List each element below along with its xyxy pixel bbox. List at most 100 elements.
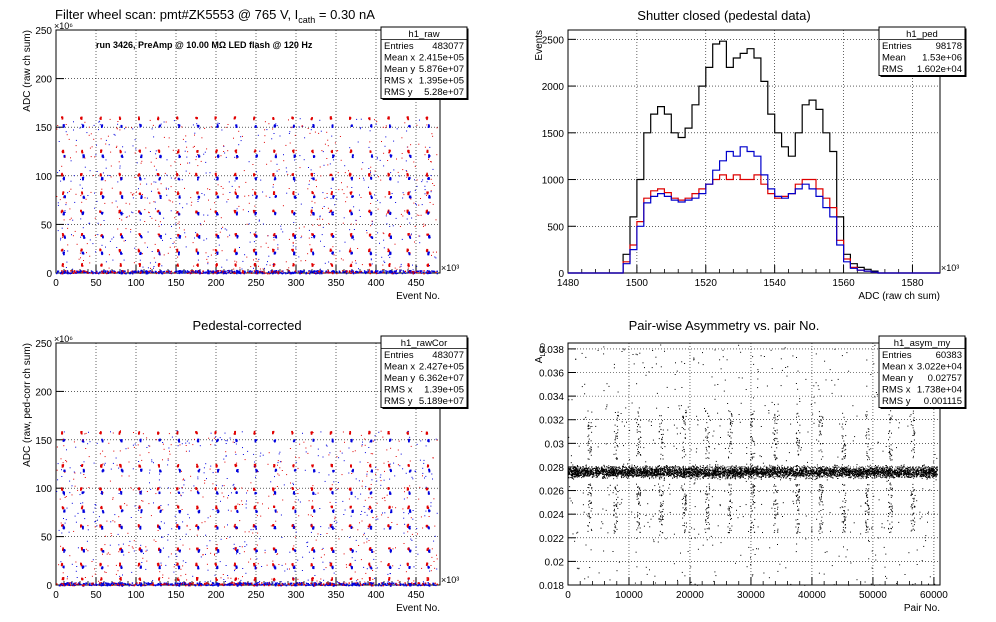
scatter-point bbox=[140, 162, 142, 164]
scatter-point bbox=[284, 272, 286, 274]
scatter-point bbox=[80, 524, 82, 527]
scatter-point bbox=[389, 124, 391, 127]
scatter-point bbox=[275, 123, 277, 125]
scatter-point bbox=[172, 149, 174, 151]
scatter-point bbox=[331, 465, 333, 468]
scatter-point bbox=[255, 253, 258, 255]
scatter-point bbox=[100, 234, 102, 237]
scatter-point bbox=[370, 155, 373, 158]
scatter-point bbox=[79, 127, 81, 129]
stats-row-label: Entries bbox=[384, 41, 414, 52]
scatter-point bbox=[385, 215, 387, 217]
scatter-point bbox=[174, 177, 176, 179]
scatter-point bbox=[353, 229, 355, 230]
scatter-point bbox=[63, 250, 65, 251]
scatter-point bbox=[315, 272, 317, 275]
scatter-point bbox=[226, 201, 228, 203]
scatter-point bbox=[291, 248, 293, 251]
scatter-point bbox=[204, 220, 205, 222]
scatter-point bbox=[100, 465, 103, 468]
scatter-point bbox=[275, 511, 277, 513]
scatter-point bbox=[369, 523, 371, 526]
scatter-point bbox=[388, 210, 389, 212]
chart-title: Pedestal-corrected bbox=[192, 318, 301, 333]
scatter-point bbox=[130, 229, 132, 230]
scatter-point bbox=[370, 440, 372, 442]
scatter-point bbox=[113, 271, 115, 273]
scatter-point bbox=[138, 431, 141, 433]
scatter-point bbox=[235, 189, 236, 191]
scatter-point bbox=[365, 272, 367, 275]
scatter-point bbox=[216, 149, 218, 152]
scatter-point bbox=[293, 176, 295, 179]
scatter-point bbox=[139, 491, 142, 494]
scatter-point bbox=[138, 464, 141, 467]
scatter-point bbox=[425, 117, 428, 119]
scatter-point bbox=[345, 272, 348, 275]
scatter-point bbox=[101, 126, 103, 128]
scatter-point bbox=[73, 121, 74, 123]
scatter-point bbox=[276, 170, 278, 172]
scatter-point bbox=[238, 205, 240, 207]
scatter-point bbox=[371, 263, 373, 265]
scatter-point bbox=[100, 263, 103, 266]
scatter-point bbox=[122, 271, 125, 273]
scatter-point bbox=[62, 233, 64, 235]
scatter-point bbox=[351, 177, 353, 179]
scatter-point bbox=[404, 272, 407, 274]
scatter-point bbox=[252, 164, 254, 165]
scatter-point bbox=[379, 271, 382, 273]
scatter-point bbox=[70, 270, 72, 272]
scatter-point bbox=[161, 265, 163, 267]
scatter-point bbox=[425, 525, 428, 528]
scatter-point bbox=[371, 509, 373, 512]
scatter-point bbox=[358, 271, 360, 273]
scatter-point bbox=[120, 211, 123, 214]
scatter-point bbox=[216, 253, 219, 255]
scatter-point bbox=[428, 510, 430, 513]
scatter-point bbox=[163, 272, 165, 274]
scatter-point bbox=[235, 233, 237, 235]
scatter-point bbox=[92, 243, 94, 245]
scatter-point bbox=[243, 170, 245, 172]
scatter-point bbox=[256, 177, 258, 178]
scatter-point bbox=[407, 524, 409, 526]
scatter-point bbox=[133, 262, 135, 264]
scatter-point bbox=[178, 270, 181, 273]
scatter-point bbox=[294, 511, 297, 513]
scatter-point bbox=[302, 270, 304, 272]
scatter-point bbox=[178, 526, 181, 528]
scatter-point bbox=[370, 196, 373, 199]
scatter-point bbox=[376, 158, 378, 160]
scatter-point bbox=[64, 196, 66, 199]
scatter-point bbox=[120, 273, 122, 275]
scatter-point bbox=[393, 270, 396, 272]
scatter-point bbox=[326, 131, 328, 133]
scatter-point bbox=[307, 188, 309, 190]
scatter-point bbox=[351, 510, 354, 512]
scatter-point bbox=[329, 250, 332, 252]
scatter-point bbox=[181, 126, 183, 128]
scatter-point bbox=[123, 259, 125, 261]
stats-row-value: 1.395e+05 bbox=[419, 76, 464, 87]
scatter-point bbox=[211, 270, 213, 273]
scatter-point bbox=[239, 271, 241, 274]
scatter-point bbox=[151, 251, 153, 252]
scatter-point bbox=[326, 158, 328, 159]
scatter-point bbox=[183, 229, 185, 231]
scatter-point bbox=[419, 119, 420, 121]
scatter-point bbox=[388, 191, 390, 193]
scatter-point bbox=[308, 237, 310, 239]
scatter-point bbox=[72, 272, 75, 274]
scatter-point bbox=[253, 507, 256, 509]
scatter-point bbox=[148, 271, 150, 274]
scatter-point bbox=[215, 525, 217, 527]
x-tick-label: 250 bbox=[248, 590, 265, 601]
x-tick-label: 350 bbox=[328, 590, 345, 601]
scatter-point bbox=[121, 177, 123, 179]
scatter-point bbox=[383, 260, 385, 262]
scatter-point bbox=[235, 465, 238, 467]
scatter-point bbox=[179, 227, 180, 229]
scatter-point bbox=[102, 196, 104, 198]
scatter-point bbox=[73, 272, 75, 274]
